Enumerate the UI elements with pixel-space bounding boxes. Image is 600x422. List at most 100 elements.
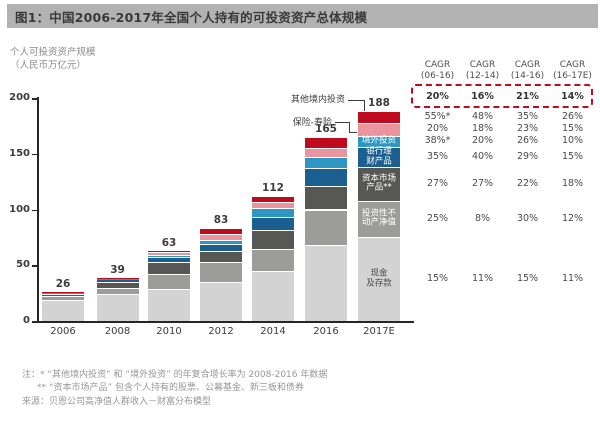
bar-segment-2010-3: [148, 257, 190, 262]
cagr-header-line2: (06-16): [420, 70, 455, 81]
bar-segment-2006-2: [42, 293, 84, 297]
bar-segment-2016-0: [305, 245, 347, 321]
inbar-label-line: 动产净值: [361, 217, 396, 228]
bar-segment-2012-6: [200, 228, 242, 235]
x-tick-label-2008: 2008: [104, 326, 131, 337]
bar-segment-2008-6: [96, 277, 139, 279]
cagr-row-6-col-3: 11%: [561, 273, 584, 285]
x-axis-line: [37, 321, 414, 323]
inbar-label-series-0: 现金 及存款: [357, 268, 401, 289]
x-tick-label-2016: 2016: [313, 326, 339, 337]
inbar-label-line: 现金: [370, 268, 388, 279]
callout-label-insurance-life: 保险-寿险: [292, 118, 332, 128]
cagr-row-5-col-3: 12%: [561, 212, 584, 224]
bar-segment-2017E-4: [358, 135, 400, 148]
bar-segment-2014-2: [252, 229, 294, 249]
cagr-total-highlight-box: [411, 84, 593, 108]
bar-segment-2014-1: [252, 248, 294, 271]
cagr-row-4-col-3: 18%: [561, 177, 584, 189]
cagr-row-2-col-1: 20%: [471, 135, 494, 147]
bar-segment-2008-2: [96, 281, 139, 288]
bar-segment-2012-1: [200, 261, 242, 282]
y-tick-mark: [32, 265, 37, 267]
x-tick-label-2010: 2010: [156, 326, 182, 337]
x-tick-label-2017E: 2017E: [363, 326, 395, 337]
cagr-row-5: 25% 8% 30% 12%: [415, 213, 597, 224]
bar-segment-2010-1: [148, 274, 190, 289]
bar-segment-2014-6: [252, 196, 294, 202]
bar-total-label-2010: 63: [161, 236, 177, 249]
bar-segment-2014-5: [252, 201, 294, 209]
figure-title: 图1：中国2006-2017年全国个人持有的可投资资产总体规模: [15, 9, 368, 25]
bar-segment-2016-6: [305, 137, 347, 149]
cagr-header-col-2: CAGR (14-16): [505, 60, 550, 81]
bar-total-label-2006: 26: [55, 278, 71, 290]
cagr-row-1-col-1: 18%: [471, 123, 494, 135]
bar-segment-2010-6: [148, 250, 190, 253]
cagr-row-total-col-1: 16%: [471, 91, 494, 102]
cagr-header-line1: CAGR: [514, 60, 541, 70]
cagr-row-1-col-3: 15%: [561, 123, 584, 135]
inbar-label-series-2: 资本市场 产品**: [357, 174, 401, 193]
cagr-header-line1: CAGR: [424, 60, 451, 70]
cagr-header-line1: CAGR: [559, 60, 586, 70]
bar-segment-2008-5: [96, 278, 139, 280]
callout-connector-insurance-v: [335, 122, 350, 133]
inbar-label-line: 及存款: [366, 278, 392, 289]
cagr-row-6-col-0: 15%: [426, 273, 449, 285]
y-tick-label: 0: [23, 315, 30, 326]
cagr-row-total-col-2: 21%: [516, 91, 539, 102]
bar-segment-2010-2: [148, 261, 190, 275]
cagr-row-0: 55%* 48% 35% 26%: [415, 111, 597, 122]
bar-segment-2014-0: [252, 270, 294, 321]
bar-segment-2017E-5: [358, 122, 400, 136]
cagr-row-4-col-2: 22%: [516, 177, 539, 189]
cagr-row-total: 20% 16% 21% 14%: [415, 91, 597, 102]
cagr-row-6: 15% 11% 15% 11%: [415, 273, 597, 284]
bar-segment-2008-1: [96, 287, 139, 295]
y-tick-label: 200: [9, 92, 30, 103]
cagr-row-0-col-0: 55%*: [424, 110, 451, 122]
inbar-label-line: 资本市场: [361, 173, 396, 184]
bar-segment-2017E-6: [358, 111, 400, 123]
bar-segment-2017E-3: [358, 147, 400, 168]
callout-connector-other-domestic: [348, 100, 365, 111]
cagr-row-3-col-2: 29%: [516, 151, 539, 163]
cagr-row-2-col-2: 26%: [516, 135, 539, 147]
inbar-label-line: 境外投资: [361, 135, 396, 146]
footnote-1: 注：* “其他境内投资” 和 “境外投资” 的年复合增长率为 2008-2016…: [22, 370, 328, 380]
cagr-row-4: 27% 27% 22% 18%: [415, 178, 597, 189]
bar-segment-2017E-2: [358, 167, 400, 201]
cagr-header-line2: (16-17E): [553, 70, 592, 81]
bar-total-label-2016: 165: [315, 123, 337, 136]
bar-segment-2016-3: [305, 168, 347, 187]
cagr-row-1-col-2: 23%: [516, 123, 539, 135]
bar-segment-2014-4: [252, 208, 294, 218]
cagr-row-1-col-0: 20%: [426, 123, 449, 135]
cagr-row-2: 38%* 20% 26% 10%: [415, 135, 597, 146]
cagr-header-col-0: CAGR (06-16): [415, 60, 460, 81]
bar-total-label-2008: 39: [110, 263, 125, 276]
bar-segment-2017E-1: [358, 200, 400, 238]
inbar-label-series-4: 境外投资: [357, 135, 401, 147]
bar-segment-2006-5: [42, 292, 84, 293]
bar-segment-2006-0: [42, 299, 84, 321]
inbar-label-line: 财产品: [366, 156, 392, 167]
bar-segment-2010-4: [148, 255, 190, 258]
cagr-row-2-col-0: 38%*: [424, 135, 451, 147]
cagr-header-line1: CAGR: [469, 60, 496, 70]
bar-total-label-2012: 83: [213, 214, 229, 227]
cagr-row-5-col-2: 30%: [516, 212, 539, 224]
cagr-row-6-col-2: 15%: [516, 273, 539, 285]
cagr-row-total-col-3: 14%: [561, 91, 584, 102]
y-axis-title-line2: （人民币万亿元）: [10, 60, 87, 71]
cagr-row-0-col-2: 35%: [516, 110, 539, 122]
y-axis-title: 个人可投资资产规模 （人民币万亿元）: [10, 46, 96, 72]
x-tick-label-2006: 2006: [50, 326, 76, 337]
footnote-2: ** “资本市场产品” 包含个人持有的股票、公募基金、新三板和债券: [37, 383, 305, 393]
bar-segment-2010-0: [148, 288, 190, 321]
cagr-row-2-col-3: 10%: [561, 135, 584, 147]
cagr-row-1: 20% 18% 23% 15%: [415, 123, 597, 134]
bar-segment-2016-2: [305, 186, 347, 210]
